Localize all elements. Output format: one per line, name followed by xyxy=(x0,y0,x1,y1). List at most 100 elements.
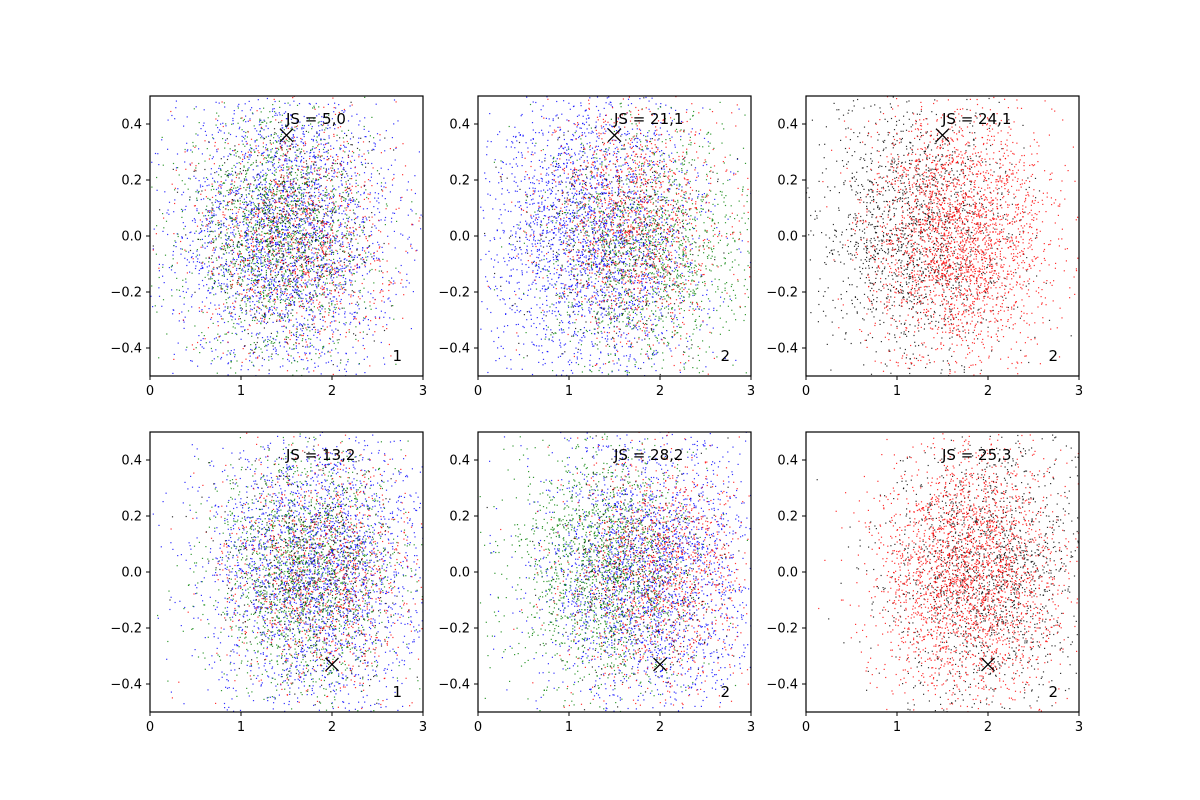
scatter-point xyxy=(247,369,249,371)
scatter-point xyxy=(348,193,350,195)
scatter-point xyxy=(401,196,403,198)
scatter-point xyxy=(365,256,367,258)
scatter-point xyxy=(310,149,312,151)
scatter-point xyxy=(267,243,269,245)
scatter-point xyxy=(273,209,275,211)
scatter-point xyxy=(316,255,318,258)
scatter-point xyxy=(263,151,265,153)
scatter-point xyxy=(266,253,268,255)
scatter-point xyxy=(299,323,301,325)
scatter-point xyxy=(314,315,316,317)
scatter-point xyxy=(390,221,393,223)
scatter-point xyxy=(375,307,377,309)
scatter-point xyxy=(309,83,310,84)
scatter-point xyxy=(356,267,358,269)
scatter-point xyxy=(332,253,335,255)
scatter-point xyxy=(307,167,310,169)
scatter-point xyxy=(262,247,264,249)
scatter-point xyxy=(324,382,325,383)
scatter-point xyxy=(451,222,452,223)
scatter-point xyxy=(286,158,288,160)
scatter-point xyxy=(312,200,314,202)
scatter-point xyxy=(328,172,330,174)
scatter-point xyxy=(315,237,317,239)
scatter-point xyxy=(282,229,284,231)
scatter-point xyxy=(277,234,279,236)
scatter-point xyxy=(281,216,283,218)
scatter-point xyxy=(330,246,332,248)
scatter-point xyxy=(262,146,264,148)
scatter-point xyxy=(292,265,294,267)
scatter-point xyxy=(287,205,289,207)
scatter-point xyxy=(167,209,169,211)
scatter-point xyxy=(350,167,352,169)
scatter-point xyxy=(249,296,251,298)
scatter-point xyxy=(342,245,345,247)
scatter-point xyxy=(267,267,269,270)
scatter-point xyxy=(231,217,233,219)
scatter-point xyxy=(365,252,367,254)
scatter-point xyxy=(239,263,241,266)
scatter-point xyxy=(412,291,414,293)
scatter-point xyxy=(323,157,325,160)
scatter-point xyxy=(333,222,335,224)
scatter-point xyxy=(295,289,297,291)
scatter-point xyxy=(347,202,349,205)
scatter-point xyxy=(344,146,346,148)
scatter-point xyxy=(301,324,303,326)
scatter-point xyxy=(342,218,344,220)
scatter-point xyxy=(229,352,231,354)
scatter-point xyxy=(211,212,213,214)
scatter-point xyxy=(170,266,172,268)
scatter-point xyxy=(359,149,361,151)
scatter-point xyxy=(298,223,300,225)
scatter-point xyxy=(248,154,250,156)
scatter-point xyxy=(211,196,214,198)
scatter-point xyxy=(229,133,232,136)
scatter-point xyxy=(356,198,358,200)
scatter-point xyxy=(261,248,264,250)
scatter-point xyxy=(484,77,485,78)
scatter-point xyxy=(301,334,303,337)
scatter-point xyxy=(198,288,200,290)
scatter-point xyxy=(283,244,285,246)
scatter-point xyxy=(218,282,220,284)
scatter-point xyxy=(326,259,328,261)
scatter-point xyxy=(237,107,239,109)
scatter-point xyxy=(270,151,272,153)
scatter-point xyxy=(269,296,271,298)
scatter-point xyxy=(267,293,269,295)
scatter-point xyxy=(334,237,336,239)
scatter-point xyxy=(230,186,233,189)
scatter-point xyxy=(213,358,215,360)
scatter-point xyxy=(256,247,259,249)
scatter-point xyxy=(265,193,267,195)
scatter-point xyxy=(300,137,302,140)
scatter-point xyxy=(261,209,263,211)
scatter-point xyxy=(378,211,381,213)
scatter-point xyxy=(372,223,374,225)
scatter-point xyxy=(247,151,249,153)
scatter-point xyxy=(278,217,280,219)
scatter-point xyxy=(275,236,277,238)
scatter-point xyxy=(275,168,277,170)
scatter-point xyxy=(231,220,233,222)
scatter-point xyxy=(303,88,304,89)
scatter-point xyxy=(351,104,353,106)
scatter-point xyxy=(278,210,280,212)
scatter-point xyxy=(230,232,232,234)
scatter-point xyxy=(358,124,360,126)
scatter-point xyxy=(247,246,249,249)
scatter-point xyxy=(215,308,217,310)
scatter-point xyxy=(318,121,320,123)
scatter-point xyxy=(352,256,354,258)
scatter-point xyxy=(300,151,302,153)
scatter-point xyxy=(257,403,258,404)
scatter-point xyxy=(220,193,222,195)
scatter-point xyxy=(300,247,302,249)
scatter-point xyxy=(304,205,307,207)
scatter-point xyxy=(118,220,119,221)
scatter-point xyxy=(302,172,305,174)
scatter-point xyxy=(234,218,236,220)
scatter-point xyxy=(234,327,236,329)
